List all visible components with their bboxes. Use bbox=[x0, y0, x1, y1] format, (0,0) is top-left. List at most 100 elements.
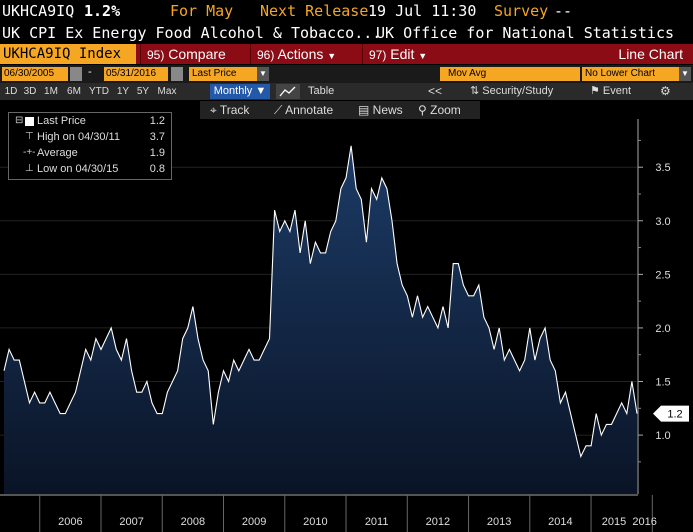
x-tick-label: 2007 bbox=[119, 516, 143, 528]
news-icon: ▤ bbox=[358, 103, 373, 117]
end-date-field[interactable]: 05/31/2016 bbox=[104, 67, 168, 81]
legend-low-value: 0.8 bbox=[149, 163, 165, 175]
low-marker-icon: ⊥ bbox=[25, 163, 34, 174]
event-button[interactable]: ⚑ Event bbox=[590, 84, 631, 99]
x-tick-label: 2006 bbox=[58, 516, 82, 528]
x-axis: 2006 2007 2008 2009 2010 2011 2012 2013 2014 2015… bbox=[0, 494, 693, 532]
period-1m[interactable]: 1M bbox=[44, 86, 58, 97]
compare-number: 95) bbox=[147, 48, 165, 62]
survey-value: -- bbox=[554, 2, 573, 20]
mov-avg-field[interactable]: Mov Avg bbox=[440, 67, 580, 81]
lower-chart-select[interactable]: No Lower Chart bbox=[582, 67, 680, 81]
compare-label: Compare bbox=[168, 46, 226, 62]
data-source: UK Office for National Statistics bbox=[376, 24, 675, 42]
period-3d[interactable]: 3D bbox=[23, 86, 37, 97]
news-button[interactable]: ▤ News bbox=[358, 101, 403, 119]
caret-down-icon: ▼ bbox=[418, 51, 428, 61]
legend-average-value: 1.9 bbox=[149, 147, 165, 159]
chart-legend[interactable]: ⊟ Last Price 1.2 ⊤ High on 04/30/11 3.7 … bbox=[8, 112, 172, 180]
legend-average: -+- Average 1.9 bbox=[13, 145, 169, 161]
zoom-button[interactable]: ⚲ Zoom bbox=[418, 101, 461, 119]
flag-icon: ⚑ bbox=[590, 85, 603, 97]
x-tick-label: 2011 bbox=[365, 516, 389, 528]
annotate-label: Annotate bbox=[285, 103, 334, 117]
legend-low-label: Low on 04/30/15 bbox=[37, 163, 119, 175]
chart-type-label: Line Chart bbox=[618, 46, 683, 62]
x-tick-label: 2013 bbox=[487, 516, 511, 528]
y-axis: 1.0 1.5 2.0 2.5 3.0 3.5 bbox=[637, 119, 671, 494]
legend-high: ⊤ High on 04/30/11 3.7 bbox=[13, 129, 169, 145]
collapse-box-icon[interactable]: ⊟ bbox=[15, 115, 24, 126]
x-tick-label: 2016 bbox=[632, 516, 656, 528]
pencil-icon: ⟋ bbox=[274, 103, 286, 117]
magnifier-icon: ⚲ bbox=[418, 103, 431, 117]
period-6m[interactable]: 6M bbox=[67, 86, 81, 97]
crosshair-icon: ⌖ bbox=[210, 103, 220, 117]
y-tick-label: 3.0 bbox=[655, 216, 670, 228]
annotate-button[interactable]: ⟋ Annotate bbox=[274, 101, 333, 119]
track-label: Track bbox=[219, 103, 250, 117]
caret-down-icon: ▼ bbox=[327, 51, 337, 61]
legend-last-price: ⊟ Last Price 1.2 bbox=[13, 113, 169, 129]
security-description: UK CPI Ex Energy Food Alcohol & Tobacco.… bbox=[2, 24, 382, 42]
date-separator: - bbox=[88, 66, 92, 78]
price-area bbox=[4, 145, 637, 495]
gear-icon[interactable]: ⚙ bbox=[660, 84, 671, 98]
period-5y[interactable]: 5Y bbox=[136, 86, 150, 97]
security-study-button[interactable]: ⇅ Security/Study bbox=[470, 84, 553, 99]
collapse-icon[interactable]: << bbox=[428, 84, 443, 98]
description-row: UK CPI Ex Energy Food Alcohol & Tobacco.… bbox=[0, 22, 693, 44]
chevron-down-icon[interactable]: ▼ bbox=[257, 67, 269, 81]
start-date-field[interactable]: 06/30/2005 bbox=[2, 67, 68, 81]
chevron-down-icon[interactable]: ▼ bbox=[679, 67, 691, 81]
average-marker-icon: -+- bbox=[23, 147, 36, 158]
legend-low: ⊥ Low on 04/30/15 0.8 bbox=[13, 161, 169, 177]
next-release-label: Next Release bbox=[260, 2, 369, 20]
last-value-marker: 1.2 bbox=[653, 405, 689, 422]
edit-button[interactable]: 97) Edit ▼ bbox=[362, 44, 432, 64]
function-bar: UKHCA9IQ Index 95) Compare 96) Actions ▼… bbox=[0, 44, 693, 64]
actions-number: 96) bbox=[257, 48, 275, 62]
legend-last-price-value: 1.2 bbox=[149, 115, 165, 127]
event-label: Event bbox=[602, 85, 632, 97]
last-value-box bbox=[661, 405, 689, 422]
x-tick-label: 2008 bbox=[181, 516, 205, 528]
last-value-pointer bbox=[653, 405, 661, 422]
legend-swatch bbox=[25, 117, 34, 126]
actions-button[interactable]: 96) Actions ▼ bbox=[250, 44, 358, 64]
calendar-icon[interactable] bbox=[70, 67, 82, 81]
track-button[interactable]: ⌖ Track bbox=[210, 101, 249, 119]
y-tick-label: 1.0 bbox=[655, 430, 670, 442]
news-label: News bbox=[372, 103, 403, 117]
index-label[interactable]: UKHCA9IQ Index bbox=[0, 44, 136, 64]
y-tick-label: 1.5 bbox=[655, 377, 670, 389]
next-release-date: 19 Jul 11:30 bbox=[368, 2, 477, 20]
period-label: For May bbox=[170, 2, 234, 20]
security-study-label: Security/Study bbox=[482, 85, 554, 97]
x-tick-label: 2015 bbox=[602, 516, 626, 528]
price-chart[interactable]: 1.01.52.02.53.03.5 2006 2007 2008 2009 2010 2… bbox=[0, 119, 693, 532]
table-button[interactable]: Table bbox=[308, 85, 335, 97]
chart-tools: ⌖ Track ⟋ Annotate ▤ News ⚲ Zoom bbox=[200, 101, 480, 119]
line-chart-icon[interactable] bbox=[276, 84, 300, 99]
y-tick-label: 3.5 bbox=[655, 162, 670, 174]
period-ytd[interactable]: YTD bbox=[89, 86, 109, 97]
field-select[interactable]: Last Price bbox=[189, 67, 257, 81]
ticker-symbol: UKHCA9IQ bbox=[2, 2, 75, 20]
period-bar: 1D 3D 1M 6M YTD 1Y 5Y Max Monthly ▼ Tabl… bbox=[0, 83, 693, 100]
x-tick-label: 2010 bbox=[303, 516, 327, 528]
x-tick-label: 2009 bbox=[242, 516, 266, 528]
period-max[interactable]: Max bbox=[157, 86, 177, 97]
high-marker-icon: ⊤ bbox=[25, 131, 34, 142]
range-bar: 06/30/2005 - 05/31/2016 Last Price ▼ Mov… bbox=[0, 65, 693, 83]
ticker-header: UKHCA9IQ 1.2% For May Next Release 19 Ju… bbox=[0, 0, 693, 22]
edit-number: 97) bbox=[369, 48, 387, 62]
zoom-label: Zoom bbox=[430, 103, 461, 117]
period-1y[interactable]: 1Y bbox=[116, 86, 130, 97]
frequency-select[interactable]: Monthly ▼ bbox=[210, 84, 270, 99]
legend-average-label: Average bbox=[37, 147, 78, 159]
compare-button[interactable]: 95) Compare bbox=[140, 44, 246, 64]
period-1d[interactable]: 1D bbox=[4, 86, 18, 97]
calendar-icon[interactable] bbox=[171, 67, 183, 81]
x-tick-label: 2014 bbox=[548, 516, 572, 528]
